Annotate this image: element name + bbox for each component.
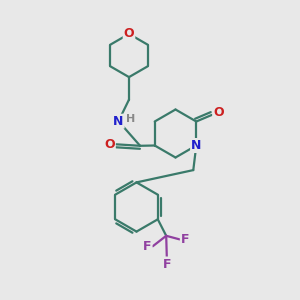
Text: F: F bbox=[181, 233, 189, 246]
Text: N: N bbox=[113, 115, 124, 128]
Text: O: O bbox=[104, 138, 115, 151]
Text: O: O bbox=[213, 106, 224, 119]
Text: F: F bbox=[163, 257, 171, 271]
Text: H: H bbox=[127, 114, 136, 124]
Text: F: F bbox=[143, 240, 152, 253]
Text: N: N bbox=[191, 139, 202, 152]
Text: O: O bbox=[124, 27, 134, 40]
